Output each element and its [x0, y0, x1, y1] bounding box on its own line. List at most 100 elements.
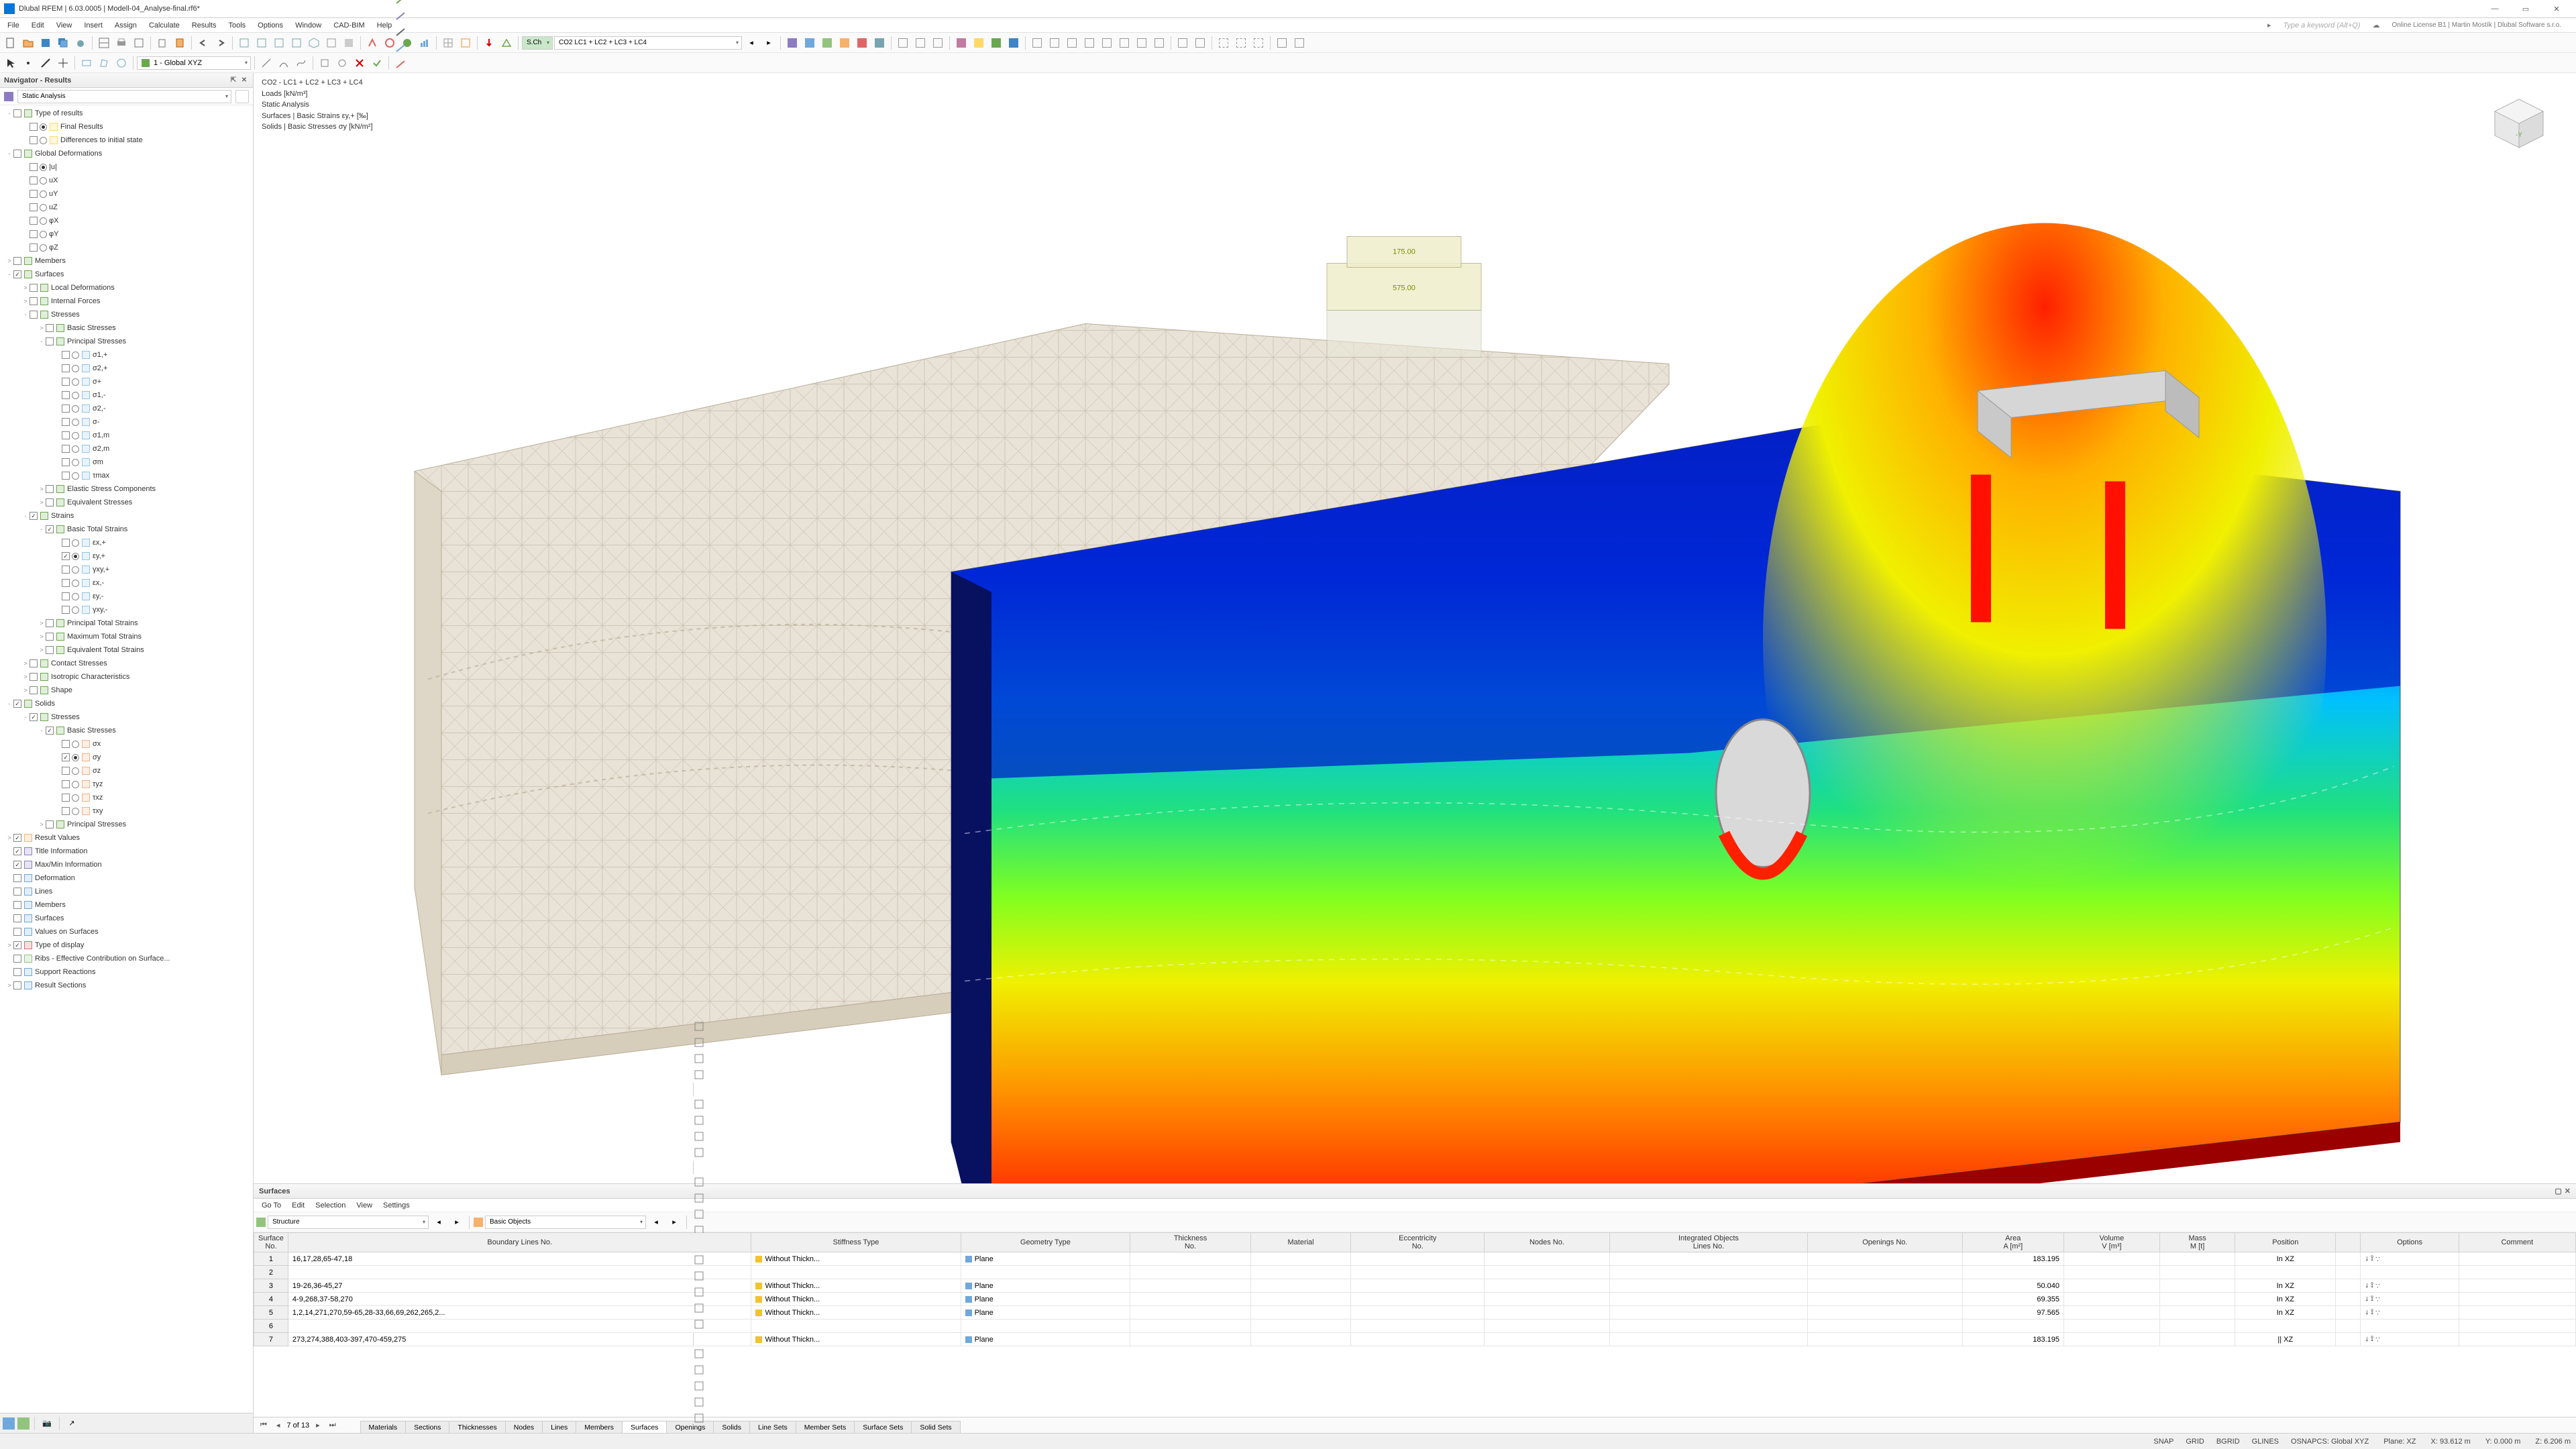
bt-icon[interactable] — [691, 1096, 707, 1112]
checkbox[interactable] — [46, 498, 54, 506]
paste-icon[interactable] — [172, 35, 188, 51]
tree-node[interactable]: Values on Surfaces — [0, 925, 253, 938]
tb-icon[interactable] — [1233, 35, 1249, 51]
tree-node[interactable]: γxy,- — [0, 603, 253, 616]
tb-icon[interactable] — [802, 35, 818, 51]
radio[interactable] — [40, 231, 47, 238]
calc-icon[interactable] — [364, 35, 380, 51]
tb-icon[interactable] — [971, 35, 987, 51]
checkbox[interactable] — [46, 324, 54, 332]
tree-node[interactable]: >Contact Stresses — [0, 657, 253, 670]
bmenu-edit[interactable]: Edit — [286, 1201, 310, 1210]
radio[interactable] — [72, 754, 79, 761]
table-tab-surfaces[interactable]: Surfaces — [622, 1421, 667, 1434]
menu-file[interactable]: File — [1, 20, 25, 31]
col-header[interactable]: VolumeV [m³] — [2064, 1233, 2160, 1252]
radio[interactable] — [72, 808, 79, 815]
checkbox[interactable] — [46, 633, 54, 641]
draw-arc-icon[interactable] — [276, 55, 292, 71]
checkbox[interactable] — [46, 727, 54, 735]
prev-lc-icon[interactable]: ◂ — [743, 35, 759, 51]
table-tab-line-sets[interactable]: Line Sets — [749, 1421, 796, 1434]
next-lc-icon[interactable]: ▸ — [761, 35, 777, 51]
col-header[interactable]: Position — [2235, 1233, 2336, 1252]
radio[interactable] — [72, 553, 79, 560]
checkbox[interactable] — [62, 418, 70, 426]
bt-icon[interactable] — [691, 1284, 707, 1300]
menu-options[interactable]: Options — [252, 20, 289, 31]
col-header[interactable]: Stiffness Type — [751, 1233, 961, 1252]
menu-cad-bim[interactable]: CAD-BIM — [327, 20, 370, 31]
checkbox[interactable] — [13, 941, 21, 949]
tree-node[interactable]: σm — [0, 455, 253, 469]
tree-node[interactable]: σ1,m — [0, 429, 253, 442]
radio[interactable] — [40, 177, 47, 184]
tree-node[interactable]: εx,- — [0, 576, 253, 590]
tree-node[interactable]: τxz — [0, 791, 253, 804]
bt-icon[interactable] — [691, 1378, 707, 1394]
tree-node[interactable]: >Shape — [0, 684, 253, 697]
checkbox[interactable] — [62, 566, 70, 574]
tree-node[interactable]: >Equivalent Total Strains — [0, 643, 253, 657]
table-row[interactable]: 44-9,268,37-58,270Without Thickn...Plane… — [254, 1293, 2576, 1306]
tree-node[interactable]: -Principal Stresses — [0, 335, 253, 348]
table-row[interactable]: 116,17,28,65-47,18Without Thickn...Plane… — [254, 1252, 2576, 1266]
tree-node[interactable]: -Basic Stresses — [0, 724, 253, 737]
tree-node[interactable]: >Result Sections — [0, 979, 253, 992]
bt-icon[interactable] — [691, 1112, 707, 1128]
col-header[interactable]: Openings No. — [1808, 1233, 1962, 1252]
tb2-icon[interactable] — [392, 40, 409, 56]
tree-node[interactable]: uX — [0, 174, 253, 187]
checkbox[interactable] — [30, 512, 38, 520]
bp-max-icon[interactable]: ▢ — [2555, 1187, 2561, 1195]
checkbox[interactable] — [46, 525, 54, 533]
table-tab-sections[interactable]: Sections — [405, 1421, 449, 1434]
checkbox[interactable] — [30, 713, 38, 721]
view-solid-icon[interactable] — [341, 35, 357, 51]
checkbox[interactable] — [13, 270, 21, 278]
tb2-icon[interactable] — [334, 55, 350, 71]
tree-node[interactable]: Members — [0, 898, 253, 912]
checkbox[interactable] — [13, 968, 21, 976]
checkbox[interactable] — [62, 606, 70, 614]
support-icon[interactable] — [498, 35, 515, 51]
tb-icon[interactable] — [837, 35, 853, 51]
checkbox[interactable] — [62, 351, 70, 359]
bt-icon[interactable] — [691, 1362, 707, 1378]
radio[interactable] — [72, 459, 79, 466]
checkbox[interactable] — [62, 431, 70, 439]
checkbox[interactable] — [46, 619, 54, 627]
checkbox[interactable] — [30, 190, 38, 198]
window-minimize[interactable]: — — [2479, 0, 2510, 18]
check-icon[interactable] — [369, 55, 385, 71]
next-icon[interactable]: ▸ — [449, 1214, 465, 1230]
table-row[interactable]: 7273,274,388,403-397,470-459,275Without … — [254, 1333, 2576, 1346]
bmenu-view[interactable]: View — [351, 1201, 378, 1210]
tree-node[interactable]: Deformation — [0, 871, 253, 885]
col-header[interactable]: Material — [1250, 1233, 1351, 1252]
point-icon[interactable] — [20, 55, 36, 71]
col-header[interactable]: EccentricityNo. — [1351, 1233, 1485, 1252]
nav-close-icon[interactable]: ✕ — [239, 76, 249, 85]
tb2-icon[interactable] — [392, 24, 409, 40]
tb-icon[interactable] — [871, 35, 888, 51]
bp-close-icon[interactable]: ✕ — [2565, 1187, 2571, 1195]
checkbox[interactable] — [13, 150, 21, 158]
col-header[interactable] — [2336, 1233, 2361, 1252]
col-header[interactable]: ThicknessNo. — [1130, 1233, 1251, 1252]
tb2-icon[interactable] — [392, 56, 409, 72]
snap-snap[interactable]: SNAP — [2153, 1438, 2174, 1446]
col-header[interactable]: SurfaceNo. — [254, 1233, 288, 1252]
radio[interactable] — [72, 539, 79, 547]
bt-icon[interactable] — [691, 1034, 707, 1051]
draw-line-icon[interactable] — [258, 55, 274, 71]
tb-icon[interactable] — [1151, 35, 1167, 51]
checkbox[interactable] — [30, 659, 38, 667]
poly-icon[interactable] — [96, 55, 112, 71]
tb-icon[interactable] — [1250, 35, 1267, 51]
nav-tab-icon[interactable] — [3, 1417, 15, 1430]
bmenu-settings[interactable]: Settings — [378, 1201, 415, 1210]
tree-node[interactable]: φZ — [0, 241, 253, 254]
nav-pin-icon[interactable]: ⇱ — [229, 76, 238, 85]
radio[interactable] — [40, 191, 47, 198]
